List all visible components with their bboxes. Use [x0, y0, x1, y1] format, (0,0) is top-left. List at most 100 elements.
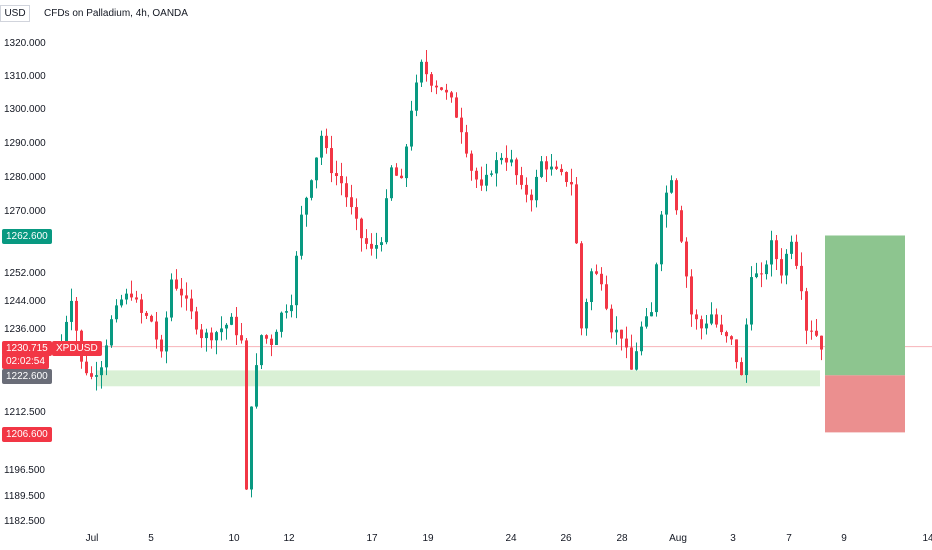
candle — [705, 314, 708, 335]
candle — [610, 304, 613, 339]
candle — [800, 252, 803, 300]
x-tick-label: 12 — [283, 533, 295, 544]
candle — [755, 262, 758, 279]
chart-title: CFDs on Palladium, 4h, OANDA — [44, 8, 188, 19]
candle — [655, 262, 658, 317]
candle — [425, 50, 428, 82]
candle — [110, 315, 113, 348]
y-tick-label: 1300.000 — [4, 104, 46, 115]
candle — [175, 269, 178, 291]
candle — [370, 233, 373, 256]
candle — [505, 145, 508, 171]
candle — [195, 306, 198, 335]
y-tick-label: 1212.500 — [4, 407, 46, 418]
candle — [490, 170, 493, 177]
price-axis[interactable]: 1320.000 1310.000 1300.000 1290.000 1280.000… — [4, 38, 46, 527]
candle — [250, 406, 253, 498]
candle — [275, 329, 278, 345]
currency-badge[interactable]: USD — [0, 5, 30, 22]
candle — [120, 294, 123, 308]
candle — [265, 334, 268, 344]
candle — [600, 267, 603, 291]
y-tick-label: 1270.000 — [4, 206, 46, 217]
candle — [185, 282, 188, 311]
candle — [95, 361, 98, 391]
candle — [255, 353, 258, 409]
candle — [405, 144, 408, 188]
candle — [495, 152, 498, 187]
candle — [340, 162, 343, 196]
entry-price-tag: 1222.600 — [2, 369, 52, 384]
candle — [240, 322, 243, 344]
candle — [590, 268, 593, 311]
candle — [460, 107, 463, 144]
candle — [810, 320, 813, 340]
candle — [170, 273, 173, 322]
candle — [345, 176, 348, 207]
x-tick-label: Aug — [669, 533, 687, 544]
candle — [90, 366, 93, 380]
candle — [180, 278, 183, 308]
candle — [820, 335, 823, 361]
candle — [580, 241, 583, 336]
candle — [125, 288, 128, 305]
candle — [620, 329, 623, 351]
candle — [150, 314, 153, 323]
candle — [455, 92, 458, 119]
candle — [735, 339, 738, 369]
candle — [115, 299, 118, 323]
candle — [420, 59, 423, 88]
candle — [410, 100, 413, 151]
candle — [715, 308, 718, 328]
candle — [725, 330, 728, 343]
candle — [225, 323, 228, 340]
candle — [245, 338, 248, 491]
candle — [270, 334, 273, 357]
candle — [670, 175, 673, 194]
target-price-tag: 1262.600 — [2, 229, 52, 244]
candle — [70, 288, 73, 331]
candle — [630, 334, 633, 370]
candle — [300, 205, 303, 260]
candle — [635, 342, 638, 371]
candle — [360, 217, 363, 252]
candle — [700, 315, 703, 340]
target-zone[interactable] — [825, 235, 905, 376]
candle — [530, 189, 533, 212]
candle — [560, 164, 563, 176]
y-tick-label: 1252.000 — [4, 268, 46, 279]
candle — [775, 234, 778, 271]
candle — [815, 318, 818, 338]
candle — [785, 249, 788, 285]
candle — [365, 229, 368, 250]
candle — [290, 294, 293, 318]
candle — [470, 150, 473, 181]
candle — [140, 293, 143, 324]
stop-zone[interactable] — [825, 375, 905, 433]
candle — [685, 237, 688, 288]
candle — [750, 266, 753, 331]
candle — [675, 178, 678, 215]
x-tick-label: 10 — [228, 533, 240, 544]
candle — [155, 311, 158, 349]
candle — [280, 311, 283, 338]
candle — [525, 177, 528, 203]
candle — [515, 157, 518, 185]
candle — [450, 91, 453, 103]
y-tick-label: 1189.500 — [4, 491, 45, 502]
candle — [565, 171, 568, 187]
candle — [690, 269, 693, 327]
candle — [295, 251, 298, 319]
time-axis[interactable]: Jul 5 10 12 17 19 24 26 28 Aug 3 7 9 14 — [86, 533, 932, 544]
candle — [285, 304, 288, 319]
candle — [200, 323, 203, 348]
y-tick-label: 1290.000 — [4, 138, 46, 149]
candle — [740, 357, 743, 376]
candle — [680, 205, 683, 243]
candle — [330, 135, 333, 183]
candle — [390, 165, 393, 201]
candle — [310, 179, 313, 201]
candle — [485, 163, 488, 192]
candle — [510, 149, 513, 167]
